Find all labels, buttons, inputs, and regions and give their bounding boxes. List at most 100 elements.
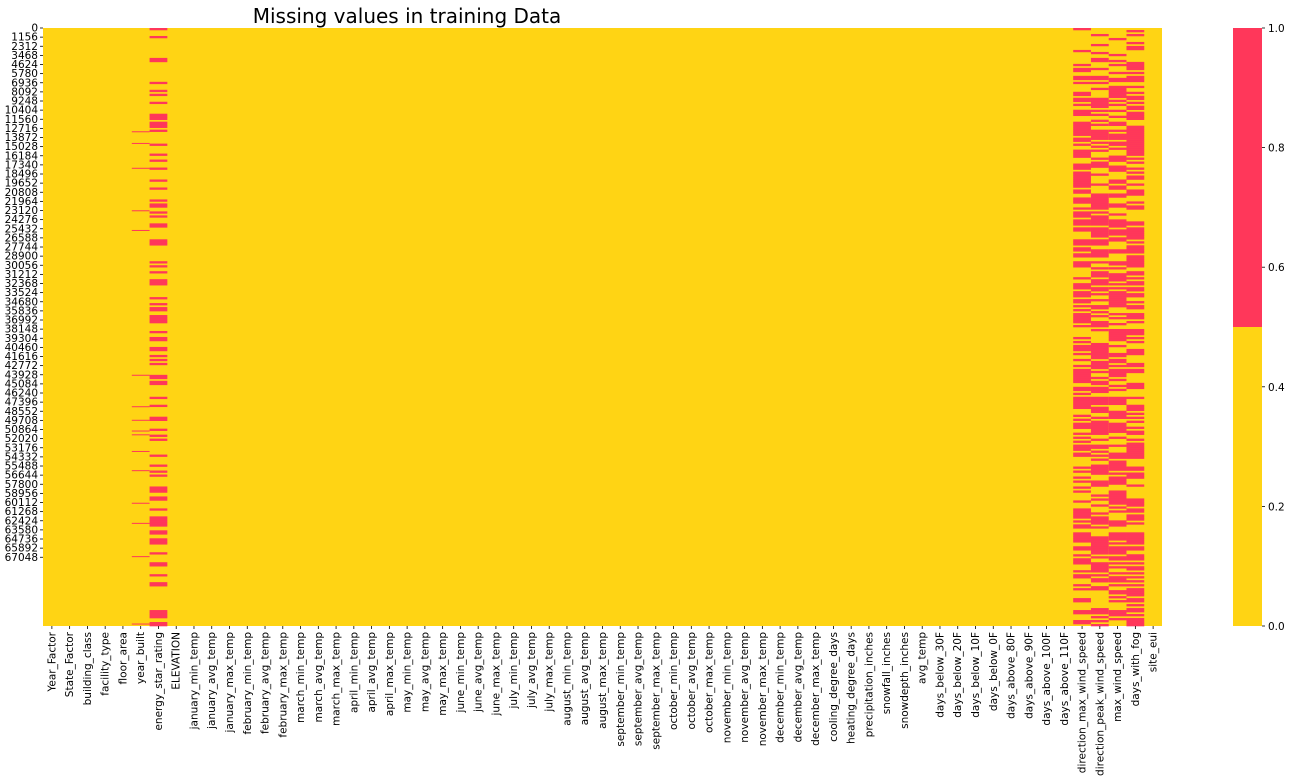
missing-mark-max_wind_speed xyxy=(1108,352,1127,356)
missing-mark-max_wind_speed xyxy=(1108,293,1127,296)
missing-mark-days_with_fog xyxy=(1126,448,1145,451)
missing-mark-days_with_fog xyxy=(1126,41,1145,45)
missing-mark-direction_max_wind_speed xyxy=(1073,368,1091,372)
missing-mark-energy_star_rating xyxy=(149,518,168,521)
missing-mark-direction_peak_wind_speed xyxy=(1090,103,1109,107)
x-tick-label: days_below_10F xyxy=(970,632,982,718)
missing-mark-max_wind_speed xyxy=(1108,275,1127,278)
y-tick-label: 28900 xyxy=(5,251,38,263)
missing-mark-max_wind_speed xyxy=(1108,510,1127,513)
missing-mark-energy_star_rating xyxy=(149,396,168,400)
x-tick-label: direction_peak_wind_speed xyxy=(1094,632,1106,776)
colorbar-tick-label: 0.2 xyxy=(1268,501,1285,513)
missing-mark-days_with_fog xyxy=(1126,412,1145,416)
missing-mark-energy_star_rating xyxy=(149,330,168,334)
x-tick-label: days_below_0F xyxy=(988,632,1000,711)
missing-mark-max_wind_speed xyxy=(1108,496,1127,499)
missing-mark-direction_max_wind_speed xyxy=(1073,524,1091,527)
missing-mark-direction_peak_wind_speed xyxy=(1090,516,1109,519)
missing-mark-energy_star_rating xyxy=(149,203,168,206)
missing-mark-days_with_fog xyxy=(1126,293,1145,296)
y-tick-label: 60112 xyxy=(5,497,38,509)
missing-mark-direction_peak_wind_speed xyxy=(1090,311,1109,314)
y-tick-label: 19652 xyxy=(5,178,38,190)
missing-mark-direction_max_wind_speed xyxy=(1073,229,1091,232)
missing-mark-direction_max_wind_speed xyxy=(1073,295,1091,298)
missing-mark-energy_star_rating xyxy=(149,376,168,380)
missing-mark-direction_peak_wind_speed xyxy=(1090,281,1109,284)
missing-mark-energy_star_rating xyxy=(149,574,168,577)
x-tick-label: days_below_30F xyxy=(934,632,946,718)
missing-mark-energy_star_rating xyxy=(149,464,168,467)
missing-mark-days_with_fog xyxy=(1126,131,1145,134)
y-tick-label: 36992 xyxy=(5,315,38,327)
missing-mark-max_wind_speed xyxy=(1108,85,1127,89)
missing-mark-direction_peak_wind_speed xyxy=(1090,548,1109,551)
missing-mark-direction_max_wind_speed xyxy=(1073,313,1091,316)
missing-mark-max_wind_speed xyxy=(1108,358,1127,362)
missing-mark-direction_peak_wind_speed xyxy=(1090,386,1109,390)
missing-mark-direction_peak_wind_speed xyxy=(1090,396,1109,400)
missing-mark-direction_max_wind_speed xyxy=(1073,344,1091,348)
y-tick-label: 5780 xyxy=(11,68,38,80)
missing-mark-max_wind_speed xyxy=(1108,157,1127,160)
missing-marks xyxy=(131,28,1145,627)
missing-mark-direction_peak_wind_speed xyxy=(1090,131,1109,134)
missing-mark-direction_peak_wind_speed xyxy=(1090,75,1109,79)
missing-mark-direction_max_wind_speed xyxy=(1073,183,1091,186)
missing-mark-days_with_fog xyxy=(1126,620,1145,623)
y-tick-label: 43928 xyxy=(5,369,38,381)
missing-mark-direction_peak_wind_speed xyxy=(1090,354,1109,358)
missing-mark-direction_max_wind_speed xyxy=(1073,562,1091,565)
missing-mark-max_wind_speed xyxy=(1108,370,1127,374)
missing-mark-days_with_fog xyxy=(1126,536,1145,539)
missing-mark-max_wind_speed xyxy=(1108,610,1127,613)
missing-mark-direction_peak_wind_speed xyxy=(1090,267,1109,270)
missing-mark-max_wind_speed xyxy=(1108,135,1127,138)
missing-mark-direction_peak_wind_speed xyxy=(1090,390,1109,394)
missing-mark-energy_star_rating xyxy=(149,223,168,226)
missing-mark-direction_peak_wind_speed xyxy=(1090,33,1109,37)
chart-title: Missing values in training Data xyxy=(253,4,562,28)
missing-mark-direction_max_wind_speed xyxy=(1073,137,1091,140)
x-tick-label: december_avg_temp xyxy=(792,632,804,743)
missing-mark-days_with_fog xyxy=(1126,145,1145,148)
missing-mark-max_wind_speed xyxy=(1108,614,1127,617)
missing-mark-days_with_fog xyxy=(1126,542,1145,545)
missing-mark-days_with_fog xyxy=(1126,516,1145,519)
missing-mark-days_with_fog xyxy=(1126,255,1145,258)
missing-mark-days_with_fog xyxy=(1126,305,1145,308)
missing-mark-max_wind_speed xyxy=(1108,181,1127,184)
missing-mark-energy_star_rating xyxy=(149,187,168,190)
missing-mark-max_wind_speed xyxy=(1108,460,1127,463)
missing-mark-direction_peak_wind_speed xyxy=(1090,135,1109,138)
y-tick-label: 55488 xyxy=(5,461,38,473)
x-tick-label: days_below_20F xyxy=(952,632,964,718)
missing-mark-days_with_fog xyxy=(1126,207,1145,210)
missing-mark-direction_max_wind_speed xyxy=(1073,512,1091,515)
missing-mark-direction_peak_wind_speed xyxy=(1090,123,1109,126)
missing-mark-year_built xyxy=(131,142,150,144)
missing-mark-max_wind_speed xyxy=(1108,147,1127,150)
missing-mark-days_with_fog xyxy=(1126,117,1145,120)
missing-mark-days_with_fog xyxy=(1126,321,1145,324)
missing-mark-days_with_fog xyxy=(1126,430,1145,433)
missing-mark-direction_peak_wind_speed xyxy=(1090,574,1109,577)
missing-mark-days_with_fog xyxy=(1126,75,1145,79)
missing-mark-energy_star_rating xyxy=(149,434,168,437)
missing-mark-max_wind_speed xyxy=(1108,374,1127,378)
missing-mark-max_wind_speed xyxy=(1108,454,1127,457)
missing-mark-direction_peak_wind_speed xyxy=(1090,360,1109,364)
missing-mark-days_with_fog xyxy=(1126,348,1145,352)
missing-mark-max_wind_speed xyxy=(1108,378,1127,382)
missing-mark-direction_peak_wind_speed xyxy=(1090,227,1109,230)
x-tick-label: snowdepth_inches xyxy=(899,632,911,729)
x-tick-label: days_above_80F xyxy=(1006,632,1018,719)
x-tick-label: march_min_temp xyxy=(295,632,307,723)
x-tick-label: building_class xyxy=(82,632,94,705)
missing-mark-days_with_fog xyxy=(1126,502,1145,505)
missing-mark-energy_star_rating xyxy=(149,89,168,93)
missing-mark-direction_peak_wind_speed xyxy=(1090,362,1109,366)
missing-mark-direction_max_wind_speed xyxy=(1073,179,1091,182)
missing-mark-energy_star_rating xyxy=(149,530,168,533)
